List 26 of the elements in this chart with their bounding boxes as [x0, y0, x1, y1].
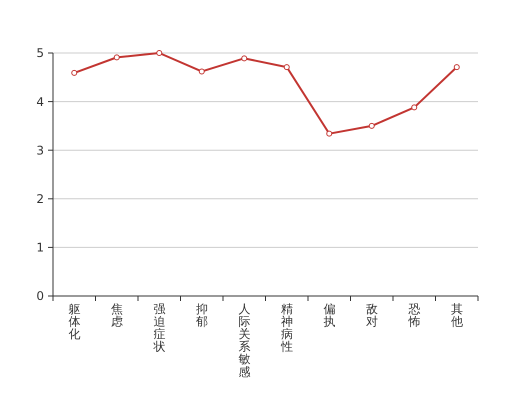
point: [71, 70, 78, 76]
y-tick-label: 5: [36, 46, 44, 60]
point: [156, 50, 162, 56]
x-tick-label: 人际关系敏感: [238, 302, 250, 379]
point: [368, 122, 375, 129]
point: [284, 64, 290, 70]
y-tick-label: 2: [36, 192, 44, 206]
point: [241, 55, 248, 62]
x-tick-label: 精神病性: [280, 302, 293, 354]
x-tick-label: 偏执: [323, 302, 336, 328]
point: [411, 104, 418, 110]
x-tick-label: 强迫症状: [152, 302, 166, 354]
point: [454, 64, 460, 70]
x-tick-label: 敌对: [366, 302, 378, 328]
y-tick-label: 0: [36, 289, 44, 304]
x-tick-label: 抑郁: [196, 302, 208, 328]
point: [198, 68, 205, 74]
x-tick-label: 恐怖: [407, 302, 420, 328]
y-tick-label: 1: [36, 240, 44, 255]
y-tick-label: 3: [36, 143, 44, 158]
x-tick-label: 焦虑: [110, 302, 123, 328]
point: [114, 54, 120, 60]
y-tick-label: 4: [36, 94, 44, 109]
point: [326, 130, 332, 137]
x-tick-label: 其他: [450, 302, 463, 328]
x-tick-label: 躯体化: [68, 302, 80, 341]
